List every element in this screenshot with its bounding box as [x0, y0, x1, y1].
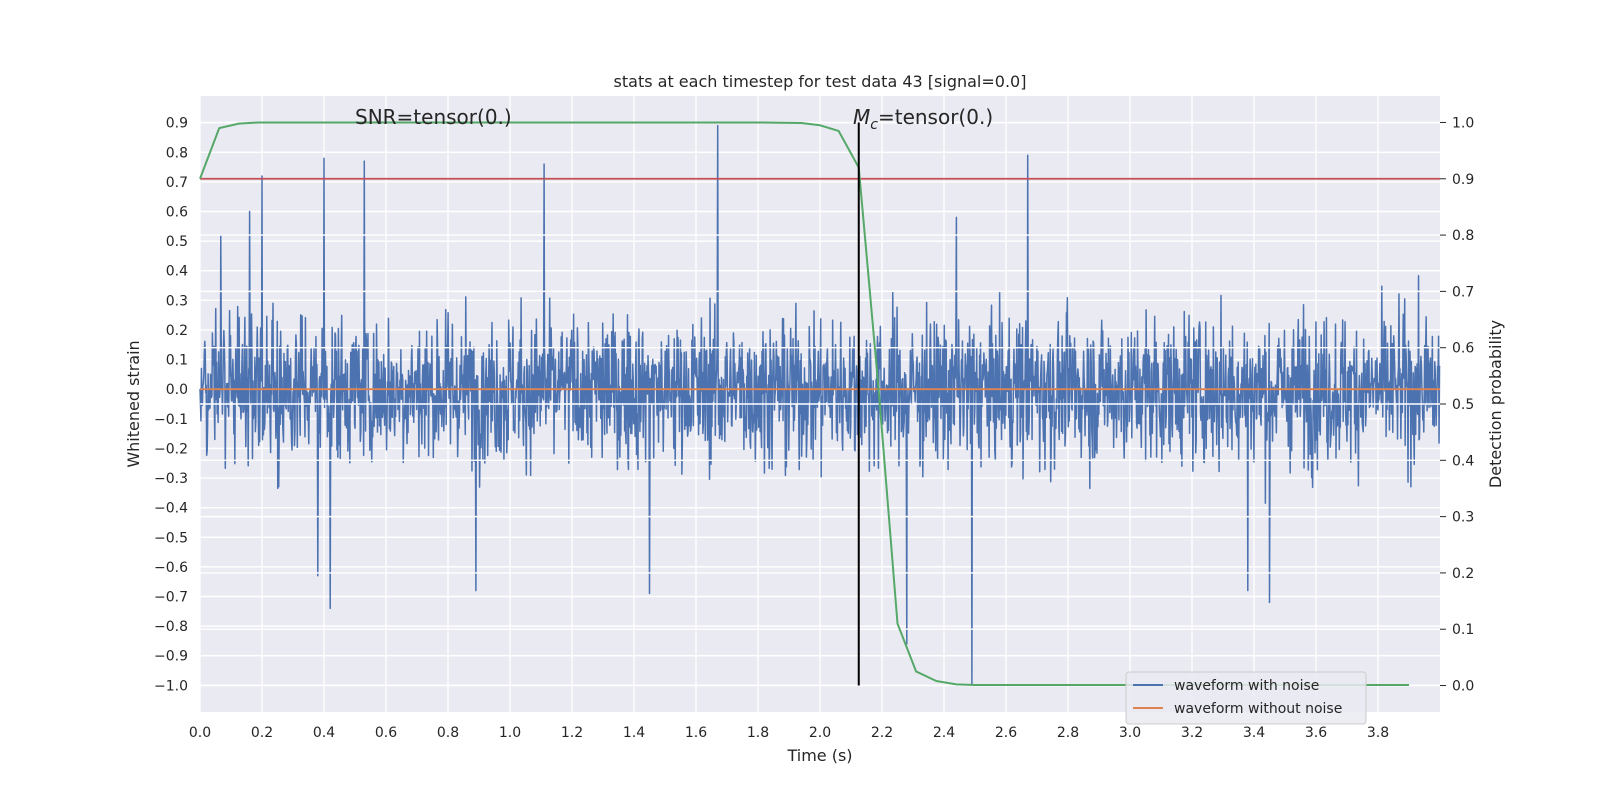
y-tick-label: −0.4 [154, 501, 188, 517]
y-axis-title: Whitened strain [124, 340, 143, 467]
y2-tick-label: 0.7 [1452, 284, 1474, 300]
y-tick-label: −0.8 [154, 619, 188, 635]
x-axis-title: Time (s) [786, 746, 852, 765]
y-tick-label: −0.5 [154, 530, 188, 546]
legend-label-noise: waveform with noise [1174, 678, 1319, 694]
y-tick-label: 0.8 [166, 145, 188, 161]
y2-tick-label: 0.4 [1452, 453, 1474, 469]
y-tick-label: −0.6 [154, 560, 188, 576]
y2-tick-label: 0.8 [1452, 228, 1474, 244]
x-tick-label: 3.0 [1119, 725, 1141, 741]
snr-annotation: SNR=tensor(0.) [355, 105, 512, 129]
y-tick-label: −0.2 [154, 441, 188, 457]
probability-line [199, 121, 1409, 686]
y-tick-label: 0.0 [166, 382, 188, 398]
y2-tick-label: 0.1 [1452, 622, 1474, 638]
y-tick-label: 0.1 [166, 353, 188, 369]
y-tick-label: −0.3 [154, 471, 188, 487]
y-tick-label: 0.9 [166, 116, 188, 132]
x-tick-label: 3.4 [1243, 725, 1265, 741]
y-tick-label: 0.4 [166, 264, 188, 280]
x-tick-label: 0.8 [437, 725, 459, 741]
y2-axis-title: Detection probability [1486, 320, 1505, 488]
mc-value: =tensor(0.) [878, 105, 993, 129]
y-tick-label: 0.6 [166, 205, 188, 221]
x-tick-label: 1.0 [499, 725, 521, 741]
y-tick-label: 0.5 [166, 234, 188, 250]
y-tick-label: −0.1 [154, 412, 188, 428]
x-tick-labels: 0.0 0.2 0.4 0.6 0.8 1.0 1.2 1.4 1.6 1.8 2.0 2.2 2.4 2… [189, 725, 1389, 741]
x-tick-label: 1.2 [561, 725, 583, 741]
x-tick-label: 2.8 [1057, 725, 1079, 741]
y2-tick-label: 0.2 [1452, 566, 1474, 582]
x-tick-label: 1.4 [623, 725, 645, 741]
y2-tick-label: 0.3 [1452, 510, 1474, 526]
x-tick-label: 3.6 [1305, 725, 1327, 741]
y2-tick-label: 1.0 [1452, 115, 1474, 131]
y-tick-label: 0.7 [166, 175, 188, 191]
mc-annotation: Mc=tensor(0.) [853, 105, 993, 133]
y-tick-labels: 0.9 0.8 0.7 0.6 0.5 0.4 0.3 0.2 0.1 0.0 −0.1 −0.2 −0… [154, 116, 188, 695]
x-tick-label: 2.6 [995, 725, 1017, 741]
legend-label-clean: waveform without noise [1174, 701, 1342, 717]
y2-tick-labels: 1.0 0.9 0.8 0.7 0.6 0.5 0.4 0.3 0.2 0.1 0.0 [1440, 115, 1474, 695]
y-tick-label: −1.0 [154, 678, 188, 694]
y-tick-label: 0.2 [166, 323, 188, 339]
x-tick-label: 0.0 [189, 725, 211, 741]
y-tick-label: −0.7 [154, 590, 188, 606]
y-tick-label: −0.9 [154, 649, 188, 665]
x-tick-label: 3.8 [1367, 725, 1389, 741]
x-tick-label: 1.8 [747, 725, 769, 741]
x-tick-label: 3.2 [1181, 725, 1203, 741]
mc-subscript: c [870, 117, 878, 133]
x-tick-label: 1.6 [685, 725, 707, 741]
x-tick-label: 2.4 [933, 725, 955, 741]
x-tick-label: 0.2 [251, 725, 273, 741]
chart-title: stats at each timestep for test data 43 … [614, 72, 1027, 91]
noise-series [199, 124, 1441, 687]
noise-waveform-line [199, 124, 1441, 687]
legend-box [1125, 671, 1367, 725]
x-tick-label: 2.0 [809, 725, 831, 741]
mc-symbol: M [853, 105, 870, 129]
x-tick-label: 2.2 [871, 725, 893, 741]
y2-tick-label: 0.5 [1452, 397, 1474, 413]
probability-series [199, 121, 1409, 686]
legend: waveform with noise waveform without noi… [1125, 671, 1367, 725]
y2-tick-label: 0.0 [1452, 679, 1474, 695]
x-tick-label: 0.6 [375, 725, 397, 741]
x-tick-label: 0.4 [313, 725, 335, 741]
y2-tick-label: 0.6 [1452, 341, 1474, 357]
y2-tick-label: 0.9 [1452, 172, 1474, 188]
y-tick-label: 0.3 [166, 293, 188, 309]
